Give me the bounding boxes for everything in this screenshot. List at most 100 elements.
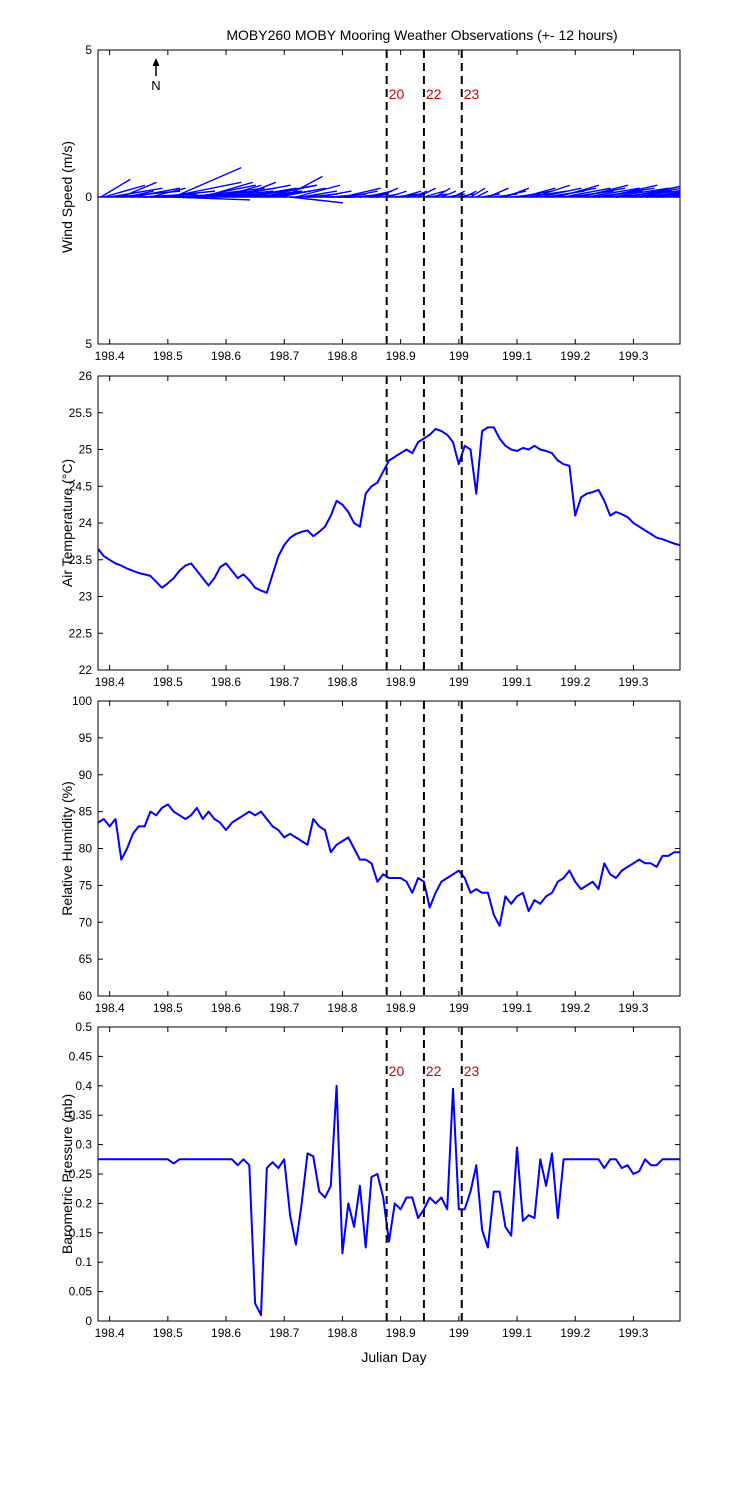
x-tick-label: 199.2 xyxy=(560,349,590,363)
wind-vector xyxy=(487,187,509,198)
panel-4: 198.4 198.5 198.6 198.7 198.8 198.9 199 199.1 19… xyxy=(59,1020,681,1340)
wind-vector xyxy=(301,190,338,198)
y-tick-label: 65 xyxy=(79,952,93,966)
y-axis-label: Relative Humidity (%) xyxy=(59,781,75,916)
wind-vector xyxy=(132,187,181,198)
wind-vector xyxy=(604,184,658,198)
x-axis-label: Julian Day xyxy=(361,1349,426,1365)
marker-label: 22 xyxy=(426,1063,442,1079)
y-tick-label: 22.5 xyxy=(69,626,93,640)
x-tick-label: 199 xyxy=(449,349,469,363)
wind-vector xyxy=(237,181,277,198)
x-tick-label: 199.3 xyxy=(618,675,648,689)
panel-3: 198.4 198.5 198.6 198.7 198.8 198.9 199 199.1 19… xyxy=(59,694,681,1015)
wind-vector xyxy=(435,187,451,198)
wind-vector xyxy=(109,187,163,198)
x-tick-label: 198.8 xyxy=(327,349,357,363)
x-tick-label: 199.3 xyxy=(618,349,648,363)
y-tick-label: 25.5 xyxy=(69,406,93,420)
wind-vector xyxy=(464,190,477,198)
wind-vector xyxy=(505,187,530,198)
y-tick-label: 24.5 xyxy=(69,479,93,493)
x-tick-label: 198.6 xyxy=(211,1326,241,1340)
y-axis-label: Wind Speed (m/s) xyxy=(59,141,75,253)
x-tick-label: 199.3 xyxy=(618,1326,648,1340)
x-tick-label: 198.4 xyxy=(95,1001,125,1015)
series-line xyxy=(98,1084,680,1317)
y-tick-label: 26 xyxy=(79,369,93,383)
wind-vector xyxy=(388,190,407,198)
x-tick-label: 199.3 xyxy=(618,1001,648,1015)
x-tick-label: 199.2 xyxy=(560,675,590,689)
x-tick-label: 198.4 xyxy=(95,1326,125,1340)
x-tick-label: 198.5 xyxy=(153,1326,183,1340)
y-tick-label: 0.2 xyxy=(75,1196,92,1210)
data-layer xyxy=(98,1084,680,1317)
figure-title: MOBY260 MOBY Mooring Weather Observation… xyxy=(226,27,617,43)
y-tick-label: 0.15 xyxy=(69,1226,93,1240)
wind-vector xyxy=(656,193,680,198)
x-tick-label: 199 xyxy=(449,1326,469,1340)
data-layer xyxy=(98,803,680,927)
x-tick-label: 199.1 xyxy=(502,349,532,363)
x-tick-label: 198.5 xyxy=(153,675,183,689)
x-tick-label: 199.1 xyxy=(502,675,532,689)
x-tick-label: 199.1 xyxy=(502,1326,532,1340)
y-tick-label: 60 xyxy=(79,989,93,1003)
wind-vector xyxy=(417,187,437,198)
y-axis-label: Air Temperature (°C) xyxy=(59,459,75,587)
y-tick-label: 0.05 xyxy=(69,1285,93,1299)
plot-frame xyxy=(97,700,681,997)
marker-label: 23 xyxy=(464,1063,480,1079)
x-tick-label: 198.4 xyxy=(95,675,125,689)
wind-vector xyxy=(260,184,317,198)
y-tick-label: 0.25 xyxy=(69,1167,93,1181)
wind-vector xyxy=(196,184,256,198)
x-tick-label: 198.7 xyxy=(269,349,299,363)
x-tick-label: 199.2 xyxy=(560,1326,590,1340)
wind-vector xyxy=(319,190,352,198)
series-line xyxy=(98,803,680,927)
wind-vector xyxy=(557,184,600,198)
wind-vector xyxy=(610,187,670,198)
wind-vector xyxy=(475,190,489,198)
x-tick-label: 198.7 xyxy=(269,1001,299,1015)
y-tick-label: 25 xyxy=(79,443,93,457)
wind-vector xyxy=(295,184,341,198)
y-tick-label: 85 xyxy=(79,805,93,819)
y-tick-label: 0 xyxy=(85,190,92,204)
y-tick-label: 0.4 xyxy=(75,1079,92,1093)
y-tick-label: 23.5 xyxy=(69,553,93,567)
wind-vector xyxy=(126,190,154,198)
y-tick-label: 95 xyxy=(79,731,93,745)
plot-frame xyxy=(97,375,681,671)
y-tick-label: 24 xyxy=(79,516,93,530)
x-tick-label: 198.6 xyxy=(211,1001,241,1015)
y-tick-label: 0 xyxy=(85,1314,92,1328)
wind-vector xyxy=(534,184,571,198)
x-tick-label: 198.8 xyxy=(327,675,357,689)
wind-vector xyxy=(633,189,680,198)
wind-vector xyxy=(423,190,445,198)
x-tick-label: 199.2 xyxy=(560,1001,590,1015)
wind-vector xyxy=(452,190,466,198)
y-tick-label: 0.5 xyxy=(75,1020,92,1034)
x-tick-label: 198.7 xyxy=(269,675,299,689)
x-tick-label: 198.4 xyxy=(95,349,125,363)
wind-vector xyxy=(470,187,486,198)
y-tick-label: 0.35 xyxy=(69,1108,93,1122)
wind-vector xyxy=(563,187,611,198)
y-tick-label: 75 xyxy=(79,878,93,892)
wind-vector xyxy=(412,190,428,198)
north-arrow: N xyxy=(151,58,161,93)
wind-vector xyxy=(580,184,629,198)
x-tick-label: 198.6 xyxy=(211,349,241,363)
wind-vector xyxy=(540,187,582,198)
y-tick-label: 90 xyxy=(79,768,93,782)
y-tick-label: 5 xyxy=(85,337,92,351)
y-tick-label: 100 xyxy=(72,694,92,708)
wind-vector xyxy=(650,190,680,198)
wind-vector xyxy=(150,187,186,198)
series-line xyxy=(98,426,680,594)
